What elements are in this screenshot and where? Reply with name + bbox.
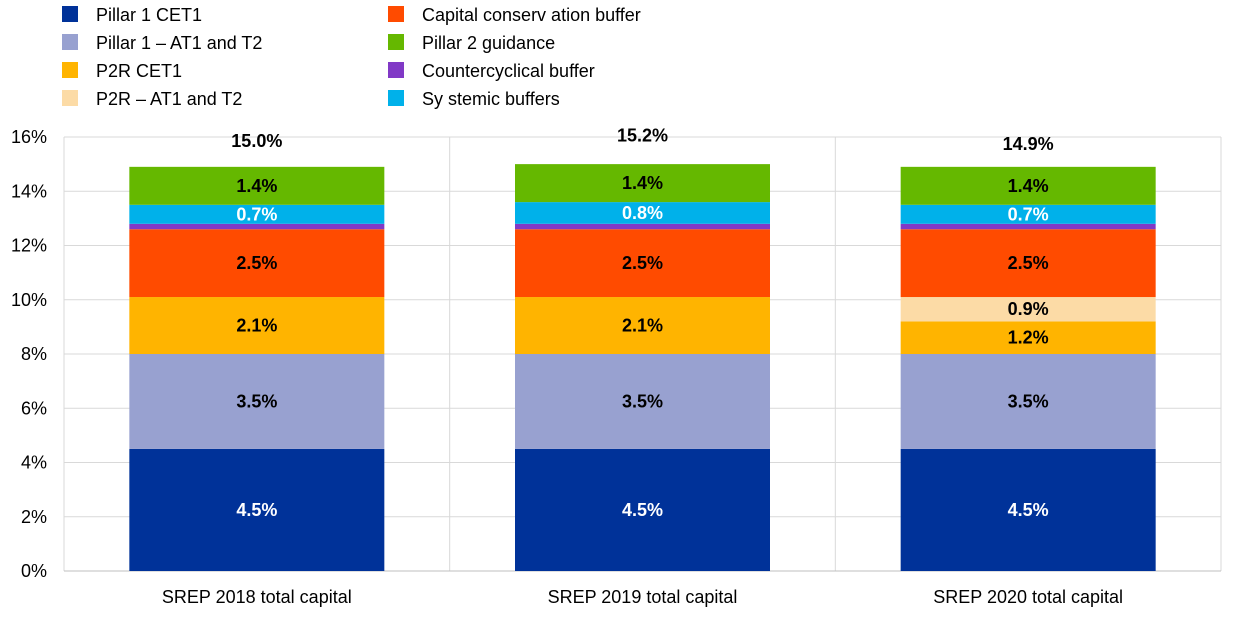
- legend-label: Pillar 1 CET1: [96, 5, 202, 25]
- bar-segment: [900, 448, 1156, 571]
- legend-label: Pillar 2 guidance: [422, 33, 555, 53]
- legend-item: P2R CET1: [62, 61, 182, 81]
- bar-stack: 4.5% 3.5% 2.1% 2.5% 0.8% 1.4% 15.2%: [515, 126, 770, 571]
- legend-swatch: [388, 6, 404, 22]
- legend: Pillar 1 CET1 Pillar 1 – AT1 and T2 P2R CE…: [62, 5, 641, 109]
- bar-segment: [129, 223, 385, 230]
- total-label: 15.0%: [231, 131, 282, 151]
- data-label: 4.5%: [236, 500, 277, 520]
- data-label: 1.4%: [622, 173, 663, 193]
- bar-segment: [515, 202, 770, 224]
- bar-segment: [900, 166, 1156, 205]
- y-tick-label: 10%: [11, 290, 47, 310]
- data-label: 3.5%: [236, 391, 277, 411]
- data-label: 2.1%: [236, 316, 277, 336]
- data-label: 2.1%: [622, 316, 663, 336]
- y-tick-label: 6%: [21, 398, 47, 418]
- data-label: 4.5%: [622, 500, 663, 520]
- legend-label: Capital conserv ation buffer: [422, 5, 641, 25]
- data-label: 4.5%: [1008, 500, 1049, 520]
- bar-segment: [515, 223, 770, 230]
- bar-segment: [129, 204, 385, 224]
- legend-swatch: [388, 34, 404, 50]
- legend-label: P2R – AT1 and T2: [96, 89, 242, 109]
- total-label: 14.9%: [1003, 134, 1054, 154]
- y-tick-label: 2%: [21, 507, 47, 527]
- data-label: 1.2%: [1008, 328, 1049, 348]
- total-label: 15.2%: [617, 126, 668, 146]
- bar-segment: [129, 229, 385, 298]
- data-label: 1.4%: [1008, 176, 1049, 196]
- y-tick-label: 16%: [11, 127, 47, 147]
- bar-segment: [515, 354, 770, 449]
- y-tick-label: 0%: [21, 561, 47, 581]
- legend-item: Pillar 1 CET1: [62, 5, 202, 25]
- data-label: 2.5%: [1008, 253, 1049, 273]
- bar-segment: [515, 164, 770, 203]
- y-tick-label: 4%: [21, 453, 47, 473]
- x-category-label: SREP 2019 total capital: [548, 587, 738, 607]
- legend-item: Pillar 1 – AT1 and T2: [62, 33, 262, 53]
- data-label: 0.7%: [236, 204, 277, 224]
- x-axis: SREP 2018 total capital SREP 2019 total c…: [162, 587, 1123, 607]
- x-category-label: SREP 2018 total capital: [162, 587, 352, 607]
- bar-segment: [900, 354, 1156, 449]
- x-category-label: SREP 2020 total capital: [933, 587, 1123, 607]
- y-tick-label: 12%: [11, 236, 47, 256]
- legend-label: Sy stemic buffers: [422, 89, 560, 109]
- bar-segment: [900, 204, 1156, 224]
- bar-stack: 4.5% 3.5% 1.2% 0.9% 2.5% 0.7% 1.4% 14.9%: [900, 134, 1156, 571]
- bar-segment: [129, 297, 385, 354]
- data-label: 0.8%: [622, 203, 663, 223]
- data-label: 0.7%: [1008, 204, 1049, 224]
- bar-segment: [515, 448, 770, 571]
- data-label: 3.5%: [622, 391, 663, 411]
- legend-item: P2R – AT1 and T2: [62, 89, 242, 109]
- legend-swatch: [62, 90, 78, 106]
- legend-item: Capital conserv ation buffer: [388, 5, 641, 25]
- data-label: 3.5%: [1008, 391, 1049, 411]
- data-label: 0.9%: [1008, 299, 1049, 319]
- data-label: 2.5%: [236, 253, 277, 273]
- bar-segment: [900, 321, 1156, 354]
- legend-swatch: [62, 6, 78, 22]
- legend-swatch: [62, 62, 78, 78]
- bar-segment: [129, 166, 385, 205]
- data-label: 2.5%: [622, 253, 663, 273]
- bar-segment: [129, 448, 385, 571]
- bars: 4.5% 3.5% 2.1% 2.5% 0.7% 1.4% 15.0% 4.5% 3.5% 2.1…: [129, 126, 1156, 571]
- bar-segment: [900, 223, 1156, 230]
- y-tick-label: 8%: [21, 344, 47, 364]
- legend-item: Countercyclical buffer: [388, 61, 595, 81]
- legend-item: Sy stemic buffers: [388, 89, 560, 109]
- bar-stack: 4.5% 3.5% 2.1% 2.5% 0.7% 1.4% 15.0%: [129, 131, 385, 571]
- legend-swatch: [388, 90, 404, 106]
- legend-label: Countercyclical buffer: [422, 61, 595, 81]
- bar-segment: [515, 297, 770, 354]
- legend-swatch: [388, 62, 404, 78]
- bar-segment: [900, 229, 1156, 298]
- legend-label: P2R CET1: [96, 61, 182, 81]
- y-tick-label: 14%: [11, 181, 47, 201]
- legend-label: Pillar 1 – AT1 and T2: [96, 33, 262, 53]
- data-label: 1.4%: [236, 176, 277, 196]
- bar-segment: [515, 229, 770, 298]
- bar-segment: [129, 354, 385, 449]
- legend-item: Pillar 2 guidance: [388, 33, 555, 53]
- y-axis: 0% 2% 4% 6% 8% 10% 12% 14% 16%: [11, 127, 47, 581]
- bar-segment: [900, 297, 1156, 322]
- legend-swatch: [62, 34, 78, 50]
